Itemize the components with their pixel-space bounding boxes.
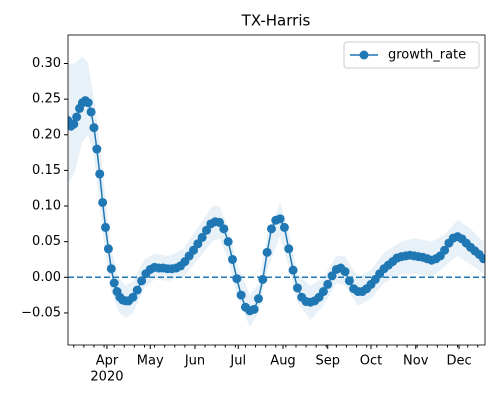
confidence-band (68, 56, 484, 328)
x-tick-label: Oct (360, 354, 382, 369)
x-tick-label: Jun (184, 354, 205, 369)
y-tick-label: 0.20 (32, 127, 61, 142)
marker (215, 217, 225, 227)
marker (479, 254, 485, 264)
x-tick-label: Aug (270, 354, 295, 369)
marker (189, 245, 199, 255)
y-tick-label: 0.15 (32, 163, 61, 178)
marker (202, 225, 212, 235)
marker (288, 265, 298, 275)
y-tick-label: 0.25 (32, 92, 61, 107)
marker (279, 222, 289, 232)
marker (232, 274, 242, 284)
marker (236, 290, 246, 300)
marker (72, 112, 82, 122)
marker (132, 285, 142, 295)
marker (327, 271, 337, 281)
marker (69, 119, 79, 129)
marker (258, 274, 268, 284)
marker (262, 247, 272, 257)
marker (249, 304, 259, 314)
legend-box (343, 41, 480, 69)
marker (103, 244, 113, 254)
x-tick-label: Nov (403, 354, 429, 369)
marker (95, 169, 105, 179)
y-tick-label: 0.30 (32, 56, 61, 71)
marker (266, 224, 276, 234)
marker (193, 239, 203, 249)
legend-label: growth_rate (388, 48, 466, 63)
x-tick-label: Dec (446, 354, 471, 369)
x-tick-label: Jul (229, 354, 246, 369)
plot-area (68, 56, 485, 328)
y-tick-label: 0.00 (32, 270, 61, 285)
marker (253, 294, 263, 304)
legend-marker (359, 50, 369, 60)
x-tick-label: May (137, 354, 164, 369)
marker (227, 254, 237, 264)
marker (83, 98, 93, 108)
marker (98, 197, 108, 207)
marker (128, 292, 138, 302)
y-tick-label: −0.05 (21, 305, 61, 320)
chart-title: TX-Harris (241, 12, 311, 30)
marker (344, 276, 354, 286)
marker (318, 287, 328, 297)
y-tick-label: 0.05 (32, 234, 61, 249)
x-tick-label: Sep (315, 354, 340, 369)
marker (323, 279, 333, 289)
marker (137, 276, 147, 286)
line (68, 99, 485, 312)
marker (197, 232, 207, 242)
marker (223, 237, 233, 247)
marker (275, 214, 285, 224)
marker (106, 264, 116, 274)
marker (292, 283, 302, 293)
plot-frame (67, 34, 486, 346)
marker (109, 278, 119, 288)
x-offset-label: 2020 (90, 370, 123, 385)
marker (92, 144, 102, 154)
marker (219, 224, 229, 234)
marker (89, 123, 99, 133)
y-tick-label: 0.10 (32, 199, 61, 214)
marker (86, 107, 96, 117)
marker (340, 267, 350, 277)
x-tick-label: Apr (96, 354, 119, 369)
marker (284, 244, 294, 254)
marker (440, 245, 450, 255)
marker (101, 222, 111, 232)
